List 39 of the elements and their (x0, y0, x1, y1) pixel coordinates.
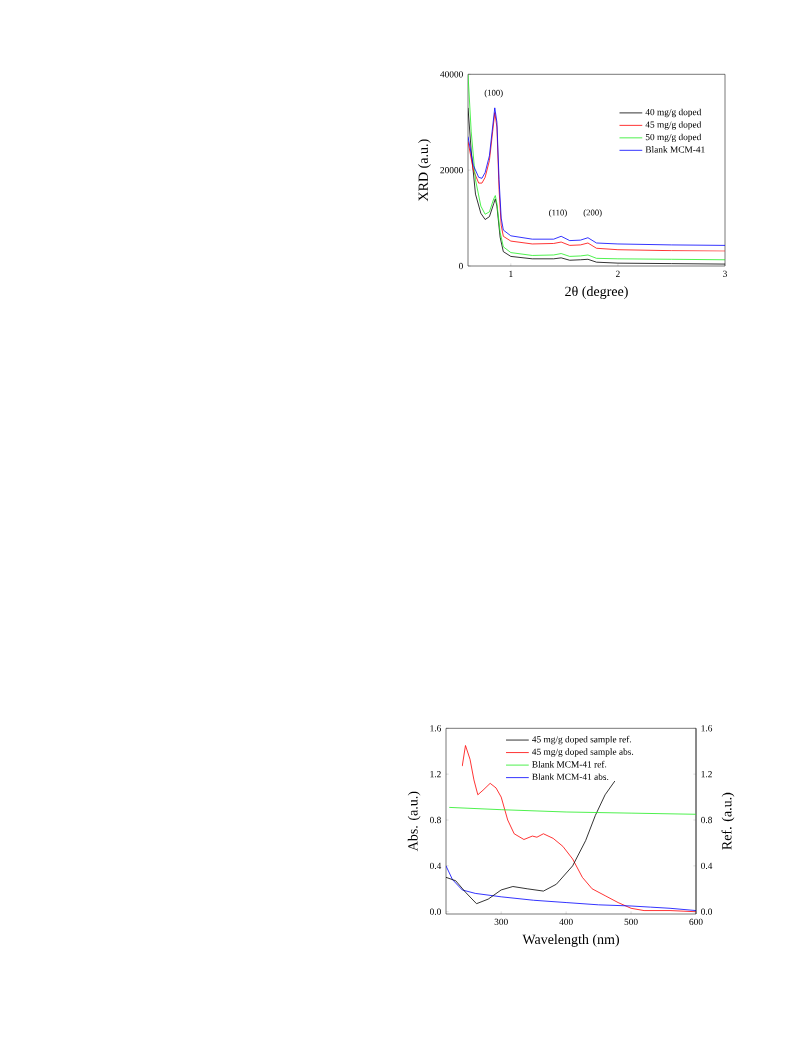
annotation: (110) (549, 209, 567, 218)
line-series (446, 865, 696, 911)
line-series (448, 807, 697, 815)
y-tick-label: 1.2 (430, 771, 441, 778)
y2-tick-label: 1.2 (701, 771, 712, 778)
annotation: (100) (484, 89, 503, 98)
y-axis-title: XRD (a.u.) (418, 139, 431, 202)
y-tick-label: 0 (458, 262, 463, 270)
line-series (468, 74, 725, 261)
x-axis-title: 2θ (degree) (565, 286, 628, 299)
legend-label: 45 mg/g doped sample ref. (532, 735, 632, 745)
legend-label: Blank MCM-41 (645, 146, 705, 153)
legend-label: Blank MCM-41 ref. (532, 760, 607, 768)
legend-label: Blank MCM-41 abs. (532, 773, 609, 780)
legend-label: 50 mg/g doped (645, 133, 702, 143)
y2-tick-label: 0.4 (701, 862, 713, 870)
y2-tick-label: 0.8 (701, 816, 713, 824)
x-tick-label: 400 (559, 918, 573, 926)
x-tick-label: 600 (689, 918, 703, 926)
x-tick-label: 1 (509, 270, 513, 277)
y2-tick-label: 0.0 (701, 908, 713, 915)
y-tick-label: 0.4 (429, 862, 442, 870)
x-tick-label: 500 (624, 918, 638, 926)
y-tick-label: 0.8 (429, 816, 441, 824)
x-tick-label: 300 (494, 918, 508, 926)
y-tick-label: 20000 (440, 167, 463, 174)
y2-tick-label: 1.6 (701, 725, 713, 732)
legend-label: 45 mg/g doped (645, 121, 702, 130)
y-tick-label: 0.0 (429, 908, 441, 915)
x-axis-title: Wavelength (nm) (522, 934, 619, 947)
x-tick-label: 2 (616, 270, 620, 277)
y-tick-label: 1.6 (430, 725, 442, 732)
x-tick-label: 3 (723, 270, 727, 277)
legend-label: 45 mg/g doped sample abs. (532, 748, 634, 757)
y2-axis-title: Ref. (a.u.) (721, 792, 735, 850)
legend-label: 40 mg/g doped (645, 108, 702, 118)
y-axis-title: Abs. (a.u.) (407, 791, 421, 852)
y-tick-label: 40000 (440, 71, 463, 78)
annotation: (200) (583, 209, 602, 218)
